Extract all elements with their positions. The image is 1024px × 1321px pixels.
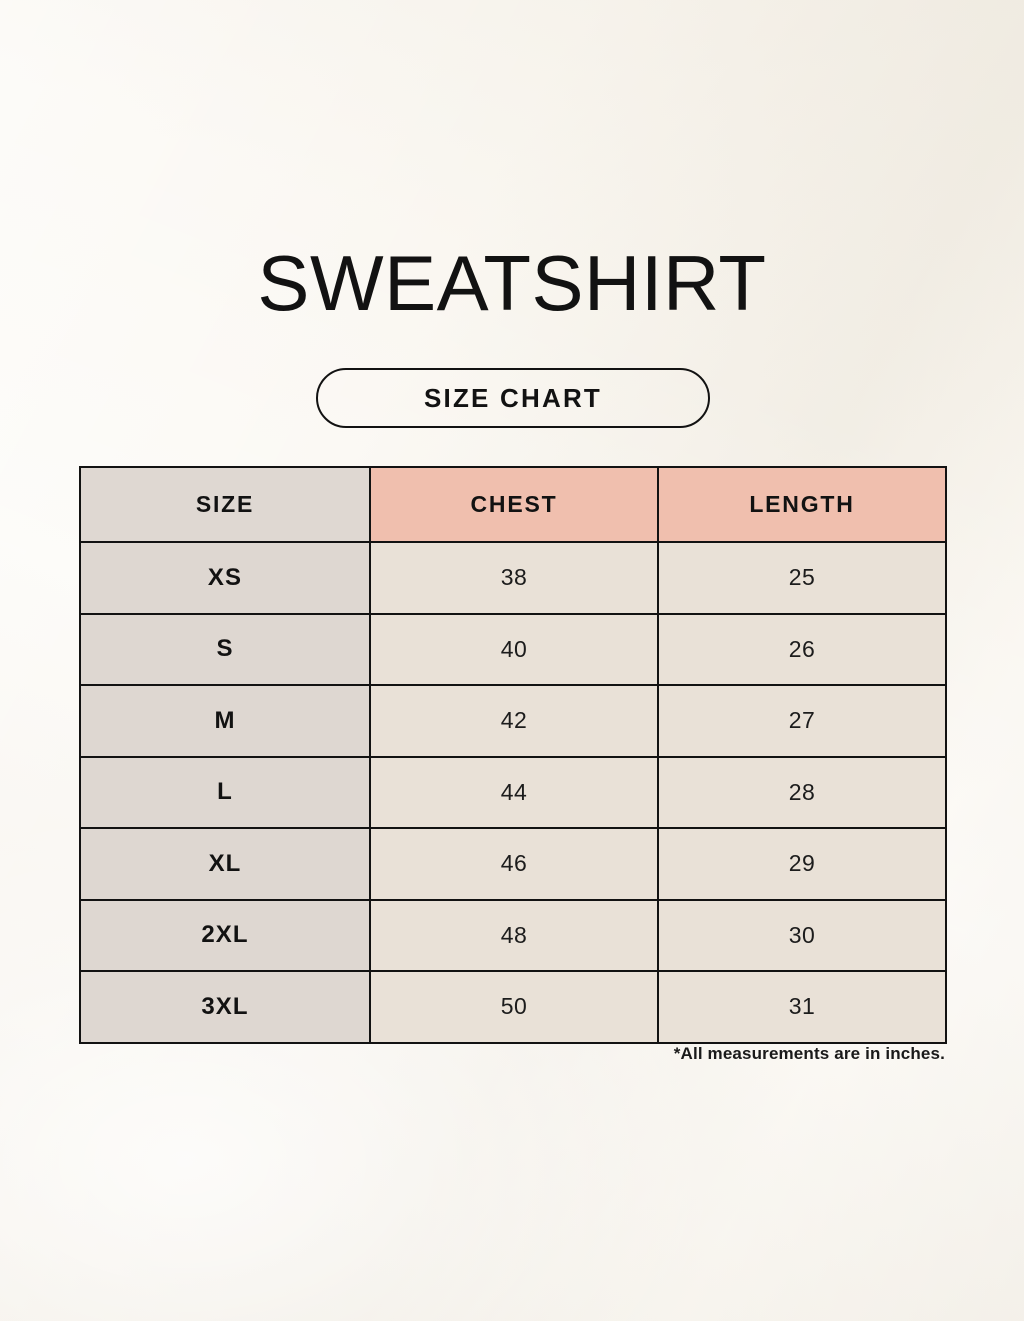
cell-length: 30 [657, 898, 947, 972]
cell-size: 3XL [79, 970, 371, 1044]
cell-length: 29 [657, 827, 947, 901]
table-row: L 44 28 [79, 755, 947, 829]
column-header-size: SIZE [79, 466, 371, 543]
size-table: SIZE CHEST LENGTH XS 38 25 S 40 26 M 42 27 L 44 28 X… [79, 466, 947, 1044]
cell-size: XS [79, 541, 371, 615]
table-row: XS 38 25 [79, 541, 947, 615]
cell-size: 2XL [79, 898, 371, 972]
column-header-chest: CHEST [369, 466, 659, 543]
size-table-container: SIZE CHEST LENGTH XS 38 25 S 40 26 M 42 27 L 44 28 X… [79, 466, 947, 1044]
column-header-length: LENGTH [657, 466, 947, 543]
cell-chest: 48 [369, 898, 659, 972]
measurement-footnote: *All measurements are in inches. [673, 1044, 945, 1063]
table-header-row: SIZE CHEST LENGTH [79, 466, 947, 543]
cell-chest: 40 [369, 612, 659, 686]
size-table-header: SIZE CHEST LENGTH [79, 466, 947, 543]
cell-length: 27 [657, 684, 947, 758]
cell-chest: 38 [369, 541, 659, 615]
cell-chest: 50 [369, 970, 659, 1044]
page-title: SWEATSHIRT [257, 239, 767, 327]
cell-size: S [79, 612, 371, 686]
cell-length: 26 [657, 612, 947, 686]
table-row: 2XL 48 30 [79, 898, 947, 972]
cell-size: XL [79, 827, 371, 901]
size-chart-badge-label: SIZE CHART [424, 383, 602, 413]
cell-chest: 46 [369, 827, 659, 901]
table-row: XL 46 29 [79, 827, 947, 901]
cell-chest: 42 [369, 684, 659, 758]
table-row: M 42 27 [79, 684, 947, 758]
cell-length: 31 [657, 970, 947, 1044]
cell-length: 28 [657, 755, 947, 829]
table-row: 3XL 50 31 [79, 970, 947, 1044]
table-row: S 40 26 [79, 612, 947, 686]
size-table-body: XS 38 25 S 40 26 M 42 27 L 44 28 XL 46 29 2XL 48 30 3XL 50 3… [79, 541, 947, 1044]
cell-chest: 44 [369, 755, 659, 829]
cell-size: L [79, 755, 371, 829]
size-chart-badge: SIZE CHART [316, 368, 710, 428]
cell-size: M [79, 684, 371, 758]
cell-length: 25 [657, 541, 947, 615]
